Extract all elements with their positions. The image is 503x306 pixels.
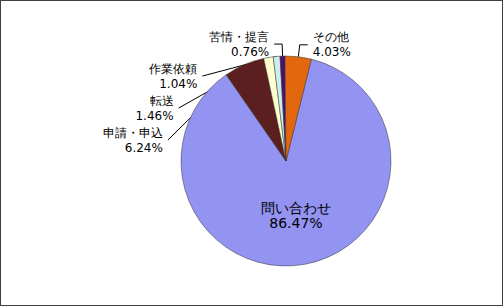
svg-text:問い合わせ: 問い合わせ [261, 200, 331, 216]
svg-text:作業依頼: 作業依頼 [148, 62, 197, 76]
svg-text:申請・申込: 申請・申込 [103, 126, 163, 140]
svg-text:1.04%: 1.04% [159, 77, 197, 91]
svg-text:86.47%: 86.47% [269, 215, 322, 231]
svg-text:4.03%: 4.03% [313, 45, 351, 59]
svg-text:その他: その他 [313, 30, 349, 44]
svg-text:1.46%: 1.46% [135, 109, 173, 123]
svg-text:0.76%: 0.76% [231, 45, 269, 59]
svg-text:転送: 転送 [150, 94, 174, 108]
svg-text:6.24%: 6.24% [125, 141, 163, 155]
svg-text:苦情・提言: 苦情・提言 [209, 30, 269, 44]
